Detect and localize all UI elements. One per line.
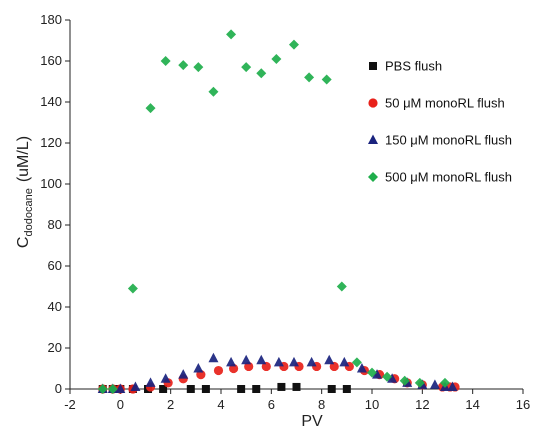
data-point-diamond — [256, 68, 267, 79]
data-point-triangle — [339, 356, 350, 367]
data-point-triangle — [145, 377, 156, 387]
data-point-triangle — [130, 381, 141, 391]
data-point-square — [201, 385, 210, 393]
data-point-square — [327, 385, 336, 393]
data-point-triangle — [324, 354, 335, 365]
legend-label: 150 μM monoRL flush — [385, 133, 512, 148]
data-point-square — [342, 385, 351, 393]
legend-marker-diamond — [368, 172, 378, 182]
x-tick-label: 2 — [167, 397, 174, 412]
data-point-diamond — [160, 56, 171, 66]
data-point-triangle — [115, 383, 126, 393]
data-point-triangle — [256, 354, 267, 365]
data-point-triangle — [387, 373, 398, 383]
data-point-diamond — [97, 384, 108, 394]
data-point-square — [252, 385, 261, 393]
legend-label: PBS flush — [385, 59, 442, 74]
data-point-diamond — [107, 384, 118, 394]
data-point-diamond — [288, 39, 299, 50]
data-points — [97, 29, 460, 394]
data-point-square — [159, 385, 168, 393]
data-point-diamond — [336, 281, 347, 292]
data-point-circle — [213, 365, 224, 376]
x-tick-label: -2 — [64, 397, 76, 412]
data-point-triangle — [372, 369, 383, 379]
data-point-triangle — [241, 354, 252, 365]
y-tick-label: 60 — [48, 258, 62, 273]
legend-label: 50 μM monoRL flush — [385, 96, 505, 111]
data-point-diamond — [127, 283, 138, 294]
data-point-diamond — [439, 377, 450, 388]
data-point-triangle — [193, 363, 204, 373]
data-point-square — [237, 385, 246, 393]
data-point-diamond — [399, 375, 410, 386]
y-tick-label: 0 — [55, 381, 62, 396]
data-point-triangle — [208, 352, 219, 363]
y-tick-label: 160 — [40, 53, 62, 68]
data-point-diamond — [178, 60, 189, 71]
data-point-diamond — [414, 377, 425, 388]
x-tick-label: 8 — [318, 397, 325, 412]
legend: PBS flush 50 μM monoRL flush 150 μM monoRL… — [368, 59, 512, 185]
legend-marker-square — [369, 62, 377, 70]
data-point-triangle — [160, 373, 171, 383]
data-point-diamond — [351, 357, 362, 368]
x-tick-label: 0 — [117, 397, 124, 412]
x-ticks: -2 0 2 4 6 8 10 12 14 16 — [64, 389, 530, 412]
data-point-diamond — [304, 72, 315, 83]
data-point-square — [277, 382, 286, 391]
data-point-triangle — [447, 381, 458, 391]
data-point-diamond — [367, 367, 377, 378]
data-point-diamond — [241, 62, 252, 73]
x-tick-label: 16 — [516, 397, 530, 412]
y-tick-label: 140 — [40, 94, 62, 109]
y-tick-label: 40 — [48, 299, 62, 314]
data-point-diamond — [208, 86, 219, 97]
x-tick-label: 10 — [365, 397, 379, 412]
data-point-triangle — [356, 363, 367, 373]
legend-marker-circle — [368, 98, 378, 108]
y-axis-label-subscript: dodocane — [23, 188, 35, 236]
y-tick-label: 80 — [48, 217, 62, 232]
data-point-diamond — [271, 53, 282, 64]
x-tick-label: 14 — [465, 397, 479, 412]
data-point-diamond — [145, 103, 156, 114]
x-tick-label: 4 — [217, 397, 224, 412]
y-tick-label: 100 — [40, 176, 62, 191]
y-axis-label: Cdodocane (uM/L) — [15, 136, 35, 248]
legend-label: 500 μM monoRL flush — [385, 170, 512, 185]
data-point-diamond — [226, 29, 237, 40]
y-tick-label: 20 — [48, 340, 62, 355]
legend-marker-triangle — [368, 134, 378, 144]
data-point-triangle — [429, 379, 440, 389]
data-point-diamond — [193, 62, 204, 73]
data-point-triangle — [306, 356, 317, 367]
x-tick-label: 6 — [268, 397, 275, 412]
y-ticks: 0 20 40 60 80 100 120 140 160 180 — [40, 12, 70, 396]
series-diamond — [97, 29, 450, 394]
x-tick-label: 12 — [415, 397, 429, 412]
x-axis-label: PV — [301, 413, 323, 430]
data-point-square — [186, 385, 195, 393]
data-point-square — [292, 382, 301, 391]
y-axis-label-main: C — [15, 237, 32, 249]
data-point-diamond — [382, 371, 393, 382]
data-point-triangle — [288, 356, 299, 367]
y-axis-label-unit: (uM/L) — [15, 136, 32, 182]
data-point-triangle — [226, 356, 237, 367]
y-tick-label: 120 — [40, 135, 62, 150]
y-tick-label: 180 — [40, 12, 62, 27]
data-point-triangle — [273, 356, 284, 367]
data-point-triangle — [178, 369, 189, 379]
data-point-diamond — [321, 74, 332, 85]
